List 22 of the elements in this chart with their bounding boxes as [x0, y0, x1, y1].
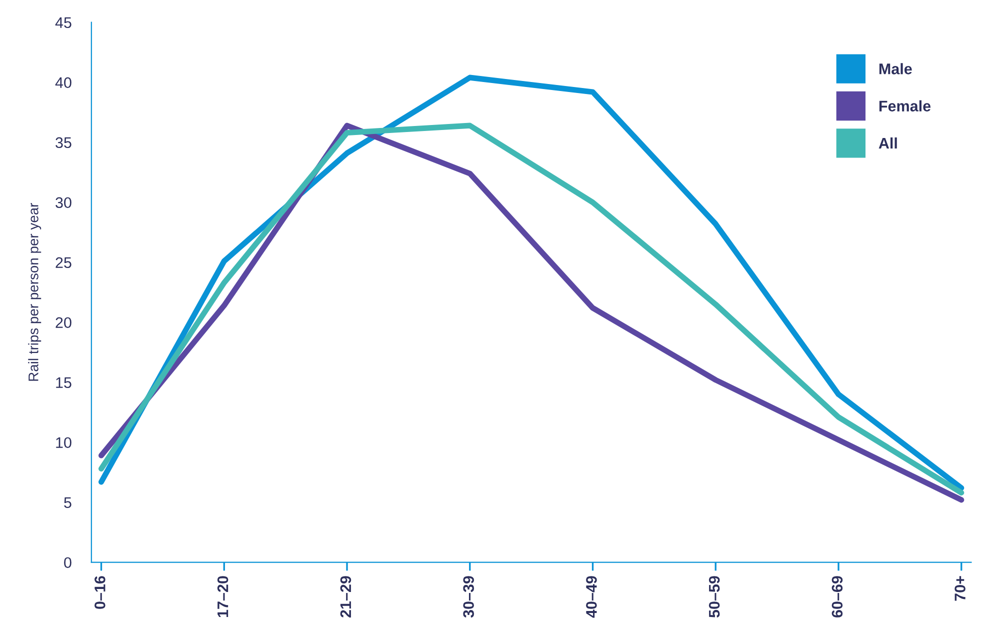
legend-label: All [878, 137, 897, 148]
y-tick-label: 20 [56, 317, 72, 328]
x-tick-label: 40–49 [586, 576, 597, 618]
y-tick-label: 25 [56, 257, 72, 268]
legend-label: Female [879, 100, 931, 112]
x-tick-label: 30–39 [463, 576, 474, 618]
y-tick-label: 5 [64, 497, 72, 508]
x-tick-label: 60–69 [832, 576, 843, 618]
y-tick-label: 30 [56, 197, 72, 208]
x-tick-label: 21–29 [340, 576, 352, 618]
y-tick-label: 45 [55, 17, 72, 28]
y-tick-label: 10 [56, 437, 72, 448]
x-tick-label: 50–59 [708, 576, 720, 618]
x-tick-label: 70+ [954, 576, 966, 601]
y-tick-label: 40 [55, 77, 72, 88]
x-tick-label: 0–16 [94, 576, 106, 609]
x-tick-label: 17–20 [217, 576, 228, 618]
y-tick-label: 0 [64, 557, 72, 568]
y-axis-title: Rail trips per person per year [28, 203, 42, 381]
legend-label: Male [879, 63, 912, 74]
y-tick-label: 15 [56, 377, 72, 388]
y-tick-label: 35 [56, 137, 72, 148]
